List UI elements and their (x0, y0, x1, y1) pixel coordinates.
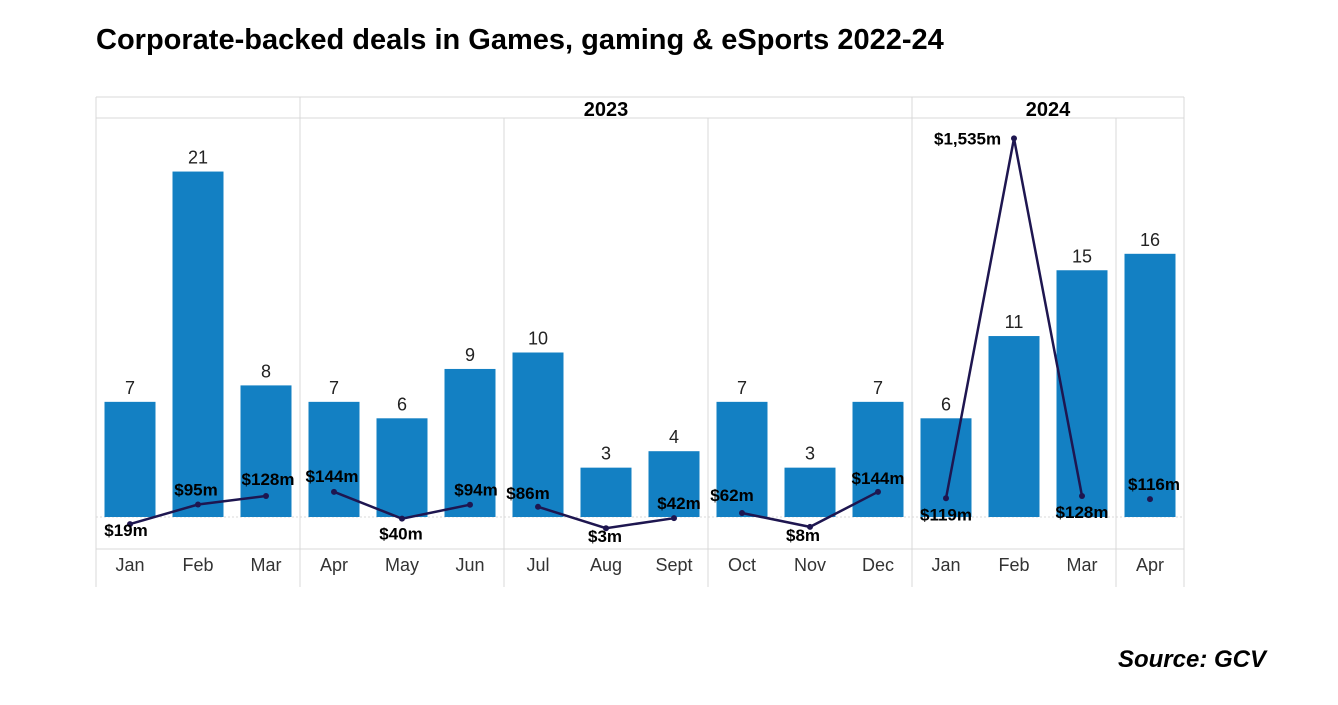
x-tick-label: Nov (794, 555, 826, 575)
x-tick-label: Feb (182, 555, 213, 575)
amount-point (535, 503, 541, 510)
bar (1056, 270, 1108, 517)
bar-value-label: 7 (329, 378, 339, 398)
source-note: Source: GCV (1117, 646, 1266, 673)
x-tick-label: Mar (251, 555, 282, 575)
bar-value-label: 15 (1072, 246, 1092, 266)
bar-value-label: 6 (397, 394, 407, 414)
amount-point (943, 495, 949, 502)
amount-label: $3m (588, 527, 622, 546)
bar-value-label: 3 (805, 444, 815, 464)
amount-label: $116m (1128, 475, 1180, 494)
amount-point (127, 521, 133, 528)
bar (172, 171, 224, 518)
amount-label: $1,535m (934, 129, 1001, 148)
amount-point (671, 515, 677, 522)
amount-label: $95m (174, 480, 217, 499)
x-tick-label: Oct (728, 555, 756, 575)
amount-point (263, 492, 269, 499)
amount-point (1011, 135, 1017, 142)
bar-value-label: 16 (1140, 230, 1160, 250)
amount-point (603, 525, 609, 532)
amount-point (807, 523, 813, 530)
x-tick-label: Sept (655, 555, 692, 575)
amount-point (739, 510, 745, 517)
bar (648, 451, 700, 517)
amount-label: $62m (710, 486, 753, 505)
amount-label: $144m (306, 467, 359, 486)
amount-point (1147, 496, 1153, 503)
bar (444, 368, 496, 517)
amount-label: $42m (657, 494, 700, 513)
amount-label: $8m (786, 526, 820, 545)
x-tick-label: Jun (455, 555, 484, 575)
x-tick-label: Jan (115, 555, 144, 575)
bar (852, 401, 904, 517)
chart-title: Corporate-backed deals in Games, gaming … (96, 24, 944, 56)
x-tick-label: Jan (931, 555, 960, 575)
bar-value-label: 6 (941, 394, 951, 414)
amount-point (875, 488, 881, 495)
amount-label: $94m (454, 481, 497, 500)
amount-label: $119m (920, 505, 972, 524)
bar (1124, 253, 1176, 518)
year-label: 2023 (584, 99, 629, 121)
x-tick-label: Dec (862, 555, 894, 575)
bar-value-label: 8 (261, 361, 271, 381)
bar-value-label: 7 (737, 378, 747, 398)
year-label: 2024 (1026, 99, 1071, 121)
amount-point (399, 515, 405, 522)
bar (988, 336, 1040, 517)
x-tick-label: Mar (1067, 555, 1098, 575)
bar (920, 418, 972, 517)
bar-value-label: 3 (601, 444, 611, 464)
x-tick-label: Feb (998, 555, 1029, 575)
amount-label: $144m (852, 469, 905, 488)
amount-point (467, 501, 473, 508)
bar-value-label: 11 (1005, 312, 1024, 332)
amount-label: $40m (379, 525, 422, 544)
amount-label: $19m (104, 521, 147, 540)
amount-point (195, 501, 201, 508)
bar (716, 401, 768, 517)
x-tick-label: Jul (526, 555, 549, 575)
x-tick-label: Aug (590, 555, 622, 575)
bar-value-label: 4 (669, 427, 679, 447)
bar (104, 401, 156, 517)
x-tick-label: Apr (1136, 555, 1164, 575)
x-tick-label: May (385, 555, 419, 575)
amount-point (331, 488, 337, 495)
amount-point (1079, 492, 1085, 499)
bar-value-label: 21 (188, 148, 208, 168)
bar-value-label: 10 (528, 329, 548, 349)
bar (784, 467, 836, 517)
x-tick-label: Apr (320, 555, 348, 575)
amount-label: $128m (242, 470, 295, 489)
amount-label: $86m (506, 484, 549, 503)
bar (512, 352, 564, 517)
bar (376, 418, 428, 517)
bar-value-label: 7 (873, 378, 883, 398)
bar (580, 467, 632, 517)
bar-value-label: 7 (125, 378, 135, 398)
bar-value-label: 9 (465, 345, 475, 365)
amount-label: $128m (1056, 503, 1109, 522)
